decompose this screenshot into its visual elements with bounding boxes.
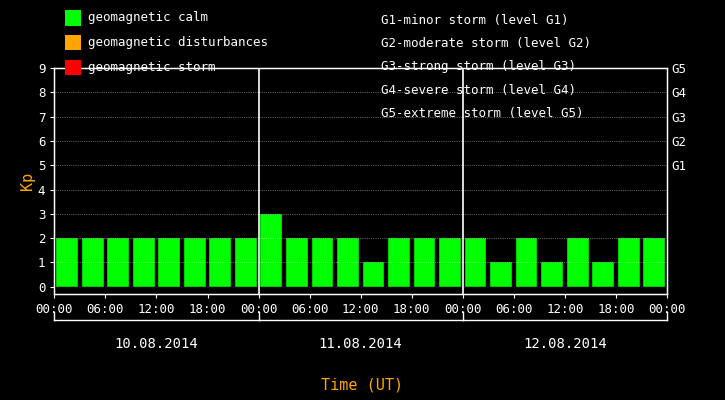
Bar <box>82 238 104 287</box>
Bar <box>542 262 563 287</box>
Y-axis label: Kp: Kp <box>20 172 35 190</box>
Bar <box>465 238 486 287</box>
Text: G1-minor storm (level G1): G1-minor storm (level G1) <box>381 14 568 27</box>
Bar <box>158 238 180 287</box>
Bar <box>414 238 435 287</box>
Bar <box>184 238 206 287</box>
Bar <box>388 238 410 287</box>
Bar <box>107 238 129 287</box>
Bar <box>57 238 78 287</box>
Bar <box>362 262 384 287</box>
Bar <box>490 262 512 287</box>
Bar <box>515 238 537 287</box>
Text: G2-moderate storm (level G2): G2-moderate storm (level G2) <box>381 37 591 50</box>
Bar <box>567 238 589 287</box>
Text: 12.08.2014: 12.08.2014 <box>523 337 607 351</box>
Bar <box>618 238 639 287</box>
Bar <box>210 238 231 287</box>
Text: G3-strong storm (level G3): G3-strong storm (level G3) <box>381 60 576 74</box>
Bar <box>133 238 154 287</box>
Bar <box>592 262 614 287</box>
Text: 11.08.2014: 11.08.2014 <box>319 337 402 351</box>
Text: 10.08.2014: 10.08.2014 <box>115 337 199 351</box>
Text: Time (UT): Time (UT) <box>321 377 404 392</box>
Bar <box>643 238 665 287</box>
Bar <box>260 214 282 287</box>
Text: G5-extreme storm (level G5): G5-extreme storm (level G5) <box>381 107 583 120</box>
Text: geomagnetic calm: geomagnetic calm <box>88 12 209 24</box>
Bar <box>286 238 307 287</box>
Text: geomagnetic storm: geomagnetic storm <box>88 61 216 74</box>
Bar <box>337 238 359 287</box>
Bar <box>312 238 334 287</box>
Text: geomagnetic disturbances: geomagnetic disturbances <box>88 36 268 49</box>
Text: G4-severe storm (level G4): G4-severe storm (level G4) <box>381 84 576 97</box>
Bar <box>439 238 461 287</box>
Bar <box>235 238 257 287</box>
